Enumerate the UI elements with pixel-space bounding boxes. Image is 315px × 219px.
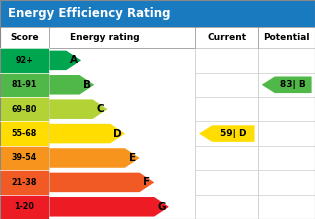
Text: Current: Current [207,33,246,42]
Text: G: G [157,202,166,212]
FancyBboxPatch shape [0,97,49,121]
Text: D: D [113,129,122,139]
Text: Energy rating: Energy rating [70,33,139,42]
FancyBboxPatch shape [258,195,315,219]
FancyBboxPatch shape [0,170,49,195]
FancyBboxPatch shape [258,170,315,195]
FancyBboxPatch shape [195,170,258,195]
FancyBboxPatch shape [258,146,315,170]
FancyBboxPatch shape [0,121,49,146]
Polygon shape [49,173,154,192]
FancyBboxPatch shape [0,48,49,72]
FancyBboxPatch shape [195,72,258,97]
Polygon shape [49,197,169,217]
Polygon shape [49,124,125,143]
FancyBboxPatch shape [0,27,315,48]
FancyBboxPatch shape [0,195,49,219]
Text: 39-54: 39-54 [12,154,37,162]
Polygon shape [49,148,140,168]
FancyBboxPatch shape [0,0,315,27]
Text: A: A [70,55,78,65]
FancyBboxPatch shape [258,97,315,121]
Text: 55-68: 55-68 [12,129,37,138]
FancyBboxPatch shape [0,72,49,97]
Text: 81-91: 81-91 [12,80,37,89]
Polygon shape [49,51,81,70]
Text: 92+: 92+ [15,56,33,65]
FancyBboxPatch shape [258,48,315,72]
FancyBboxPatch shape [0,146,49,170]
FancyBboxPatch shape [195,48,258,72]
FancyBboxPatch shape [258,72,315,97]
FancyBboxPatch shape [258,121,315,146]
Text: Score: Score [10,33,39,42]
Text: 59| D: 59| D [220,129,247,138]
Polygon shape [49,75,94,95]
Polygon shape [262,76,312,93]
Text: 21-38: 21-38 [12,178,37,187]
Text: C: C [96,104,104,114]
Text: 83| B: 83| B [280,80,306,89]
Text: 1-20: 1-20 [14,202,34,211]
Text: E: E [129,153,136,163]
FancyBboxPatch shape [195,121,258,146]
Text: B: B [83,80,91,90]
Polygon shape [49,99,107,119]
Text: Energy Efficiency Rating: Energy Efficiency Rating [8,7,170,20]
Text: F: F [143,177,151,187]
FancyBboxPatch shape [195,195,258,219]
Text: Potential: Potential [263,33,310,42]
FancyBboxPatch shape [195,146,258,170]
Polygon shape [199,125,255,142]
Text: 69-80: 69-80 [12,105,37,114]
FancyBboxPatch shape [195,97,258,121]
